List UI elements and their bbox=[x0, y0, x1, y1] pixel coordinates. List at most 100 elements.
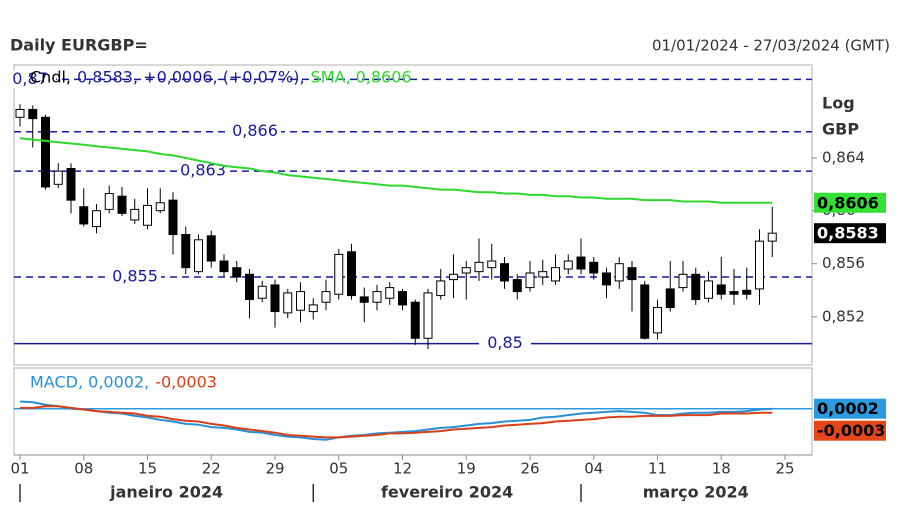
candle-body bbox=[487, 260, 497, 269]
level-label-bg bbox=[177, 162, 229, 181]
candle-body bbox=[41, 116, 50, 188]
series-line bbox=[19, 400, 773, 441]
x-tick-label: 08 bbox=[74, 460, 93, 478]
level-label: 0,866 bbox=[232, 121, 278, 140]
x-tick-label: 29 bbox=[265, 460, 284, 478]
level-label-bg bbox=[479, 334, 531, 353]
date-range: 01/01/2024 - 27/03/2024 (GMT) bbox=[652, 37, 890, 55]
candle-body bbox=[653, 307, 662, 334]
legend-entry: Cndl, bbox=[30, 68, 71, 87]
level-label-bg bbox=[229, 122, 281, 141]
level-label: 0,863 bbox=[180, 161, 226, 180]
level-label: 0,855 bbox=[112, 266, 158, 285]
series-line bbox=[20, 405, 773, 439]
month-label: março 2024 bbox=[643, 483, 749, 502]
candle-body bbox=[551, 267, 560, 282]
x-tick-label: 12 bbox=[393, 460, 412, 478]
axis-unit-label: GBP bbox=[822, 120, 859, 139]
candle-body bbox=[602, 272, 611, 286]
candle-body bbox=[461, 267, 471, 274]
level-label: 0,85 bbox=[487, 333, 523, 352]
candle-body bbox=[181, 234, 191, 269]
candle-body bbox=[614, 263, 624, 282]
y-tick-label: 0,864 bbox=[822, 148, 865, 166]
candle-body bbox=[691, 273, 701, 301]
candle-body bbox=[206, 235, 216, 262]
chart-title: Daily EURGBP= bbox=[10, 36, 148, 55]
candle-body bbox=[704, 280, 713, 299]
candle-body bbox=[219, 260, 229, 273]
value-tag-label: -0,0003 bbox=[817, 421, 885, 440]
x-tick-label: 19 bbox=[457, 460, 476, 478]
candle-body bbox=[512, 279, 522, 293]
candle-body bbox=[66, 168, 76, 201]
value-tag bbox=[814, 420, 886, 441]
candle-body bbox=[729, 291, 739, 295]
candle-body bbox=[232, 267, 242, 278]
candle-body bbox=[347, 251, 356, 297]
plot-area bbox=[13, 367, 813, 456]
legend-entry: 0,8583, +0,0006, (+0,07%), bbox=[77, 68, 305, 87]
value-tag-label: 0,0002 bbox=[817, 399, 879, 418]
month-label: fevereiro 2024 bbox=[381, 483, 513, 502]
level-label: 0,87 bbox=[12, 69, 48, 88]
candle-body bbox=[398, 291, 407, 306]
candle-body bbox=[308, 304, 318, 313]
legend-entry: MACD, 0,0002, bbox=[30, 373, 149, 392]
candle-body bbox=[640, 284, 650, 339]
value-tag-label: 0,8583 bbox=[817, 224, 879, 243]
value-tag bbox=[814, 192, 886, 213]
level-label-bg bbox=[4, 70, 56, 89]
axis-scale-label: Log bbox=[822, 94, 855, 113]
candle-body bbox=[563, 260, 573, 270]
candle-body bbox=[627, 267, 637, 281]
candle-body bbox=[576, 256, 586, 270]
candle-body bbox=[79, 206, 89, 225]
candle-body bbox=[525, 272, 535, 289]
x-tick-label: 01 bbox=[10, 460, 29, 478]
candle-body bbox=[194, 239, 203, 273]
candle-body bbox=[449, 273, 458, 281]
candle-body bbox=[270, 284, 280, 313]
candle-body bbox=[410, 301, 420, 339]
x-tick-label: 18 bbox=[712, 460, 731, 478]
candle-body bbox=[283, 292, 293, 314]
x-tick-label: 11 bbox=[648, 460, 667, 478]
candle-body bbox=[130, 208, 140, 221]
series-line bbox=[19, 137, 773, 204]
candle-body bbox=[92, 210, 101, 228]
candle-body bbox=[117, 195, 127, 214]
candle-body bbox=[143, 204, 152, 226]
legend-entry: SMA, 0,8606 bbox=[311, 68, 412, 87]
candle-body bbox=[742, 289, 752, 295]
candle-body bbox=[15, 108, 25, 118]
candle-body bbox=[678, 273, 688, 289]
candle-body bbox=[53, 170, 63, 185]
candle-body bbox=[716, 284, 726, 295]
month-label: janeiro 2024 bbox=[109, 483, 223, 502]
candle-body bbox=[245, 273, 254, 301]
candle-body bbox=[359, 296, 369, 303]
y-tick-label: 0,856 bbox=[822, 254, 865, 272]
candle-body bbox=[257, 285, 267, 299]
candle-body bbox=[155, 202, 165, 212]
candle-body bbox=[423, 292, 433, 339]
legend-entry: -0,0003 bbox=[155, 373, 217, 392]
x-tick-label: 15 bbox=[138, 460, 157, 478]
candle-body bbox=[372, 291, 382, 303]
candle-body bbox=[296, 291, 305, 311]
x-tick-label: 26 bbox=[520, 460, 539, 478]
candle-body bbox=[500, 263, 509, 282]
candle-body bbox=[168, 199, 178, 236]
value-tag bbox=[814, 398, 886, 419]
value-tag bbox=[814, 223, 886, 244]
value-tag-label: 0,8606 bbox=[817, 193, 879, 212]
candle-body bbox=[28, 108, 38, 120]
candle-body bbox=[436, 280, 446, 297]
x-tick-label: 22 bbox=[202, 460, 221, 478]
x-tick-label: 05 bbox=[329, 460, 348, 478]
candle-body bbox=[334, 253, 344, 295]
candle-body bbox=[589, 261, 599, 274]
x-tick-label: 04 bbox=[584, 460, 603, 478]
